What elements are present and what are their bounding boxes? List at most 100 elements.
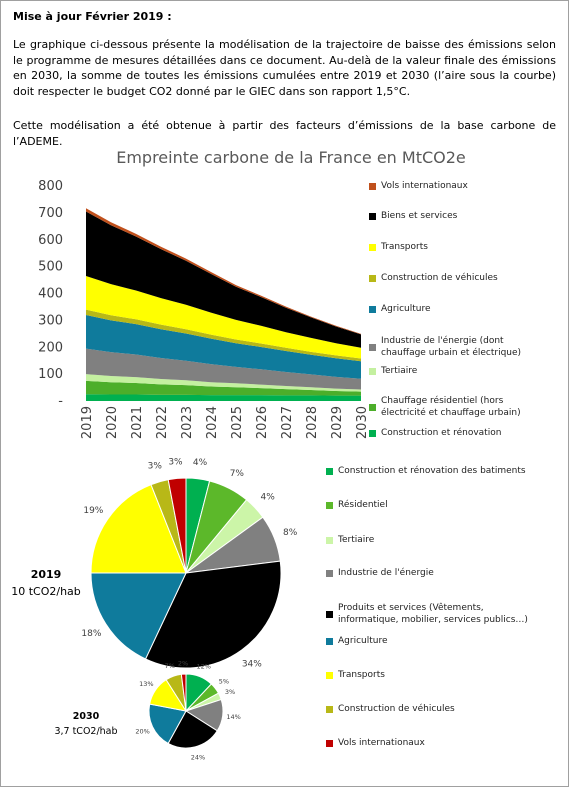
legend-swatch <box>369 182 376 190</box>
area <box>86 309 361 362</box>
x-tick-label: 2028 <box>305 406 320 439</box>
data-label: 7% <box>230 469 245 479</box>
x-tick-label: 2024 <box>205 406 220 439</box>
legend-swatch <box>369 243 376 251</box>
x-tick-label: 2020 <box>105 406 120 439</box>
pie-slice <box>148 703 187 745</box>
legend-label: Construction de véhicules <box>381 273 498 283</box>
data-label: 3% <box>225 688 235 696</box>
data-label: 19% <box>83 506 103 516</box>
legend-label: Produits et services (Vêtements, informa… <box>338 603 528 625</box>
data-label: 3% <box>148 461 163 471</box>
legend-label: Construction et rénovation des batiments <box>338 466 526 476</box>
legend-swatch <box>369 429 376 437</box>
legend-item: Chauffage résidentiel (hors électricité … <box>369 395 529 419</box>
pie-slice <box>180 673 187 712</box>
legend-label: Transports <box>338 670 385 680</box>
area <box>86 211 361 348</box>
y-tick-label: 700 <box>38 206 63 221</box>
legend-item: Biens et services <box>369 210 529 222</box>
legend-item: Industrie de l'énergie <box>326 567 541 579</box>
legend-item: Agriculture <box>369 303 529 315</box>
legend-label: Vols internationaux <box>381 181 468 191</box>
pie-subtitle: 3,7 tCO2/hab <box>54 726 117 737</box>
x-tick-label: 2019 <box>80 406 95 439</box>
legend-swatch <box>326 671 333 679</box>
legend-item: Tertiaire <box>326 534 541 546</box>
legend-label: Tertiaire <box>338 535 375 545</box>
data-label: 34% <box>242 660 262 670</box>
x-tick-label: 2023 <box>180 406 195 439</box>
legend-label: Construction de véhicules <box>338 704 455 714</box>
legend-swatch <box>369 367 376 375</box>
data-label: 7% <box>165 662 175 670</box>
paragraph: Cette modélisation a été obtenue à parti… <box>13 119 556 148</box>
y-tick-label: 800 <box>38 179 63 194</box>
y-tick-label: 500 <box>38 260 63 275</box>
data-label: 13% <box>139 680 153 688</box>
legend-swatch <box>326 467 333 475</box>
data-label: 20% <box>135 728 149 736</box>
pie-slice <box>167 477 187 574</box>
legend-swatch <box>326 739 333 747</box>
legend-item: Transports <box>369 241 529 253</box>
legend-label: Résidentiel <box>338 500 388 510</box>
x-tick-label: 2027 <box>280 406 295 439</box>
legend-label: Agriculture <box>381 304 431 314</box>
area <box>86 380 361 396</box>
paragraph: Le graphique ci-dessous présente la modé… <box>13 38 556 98</box>
legend-label: Agriculture <box>338 636 388 646</box>
pie-year: 2019 <box>31 568 62 581</box>
y-tick-label: 100 <box>38 367 63 382</box>
legend-item: Construction de véhicules <box>326 703 541 715</box>
legend-item: Vols internationaux <box>326 737 541 749</box>
data-label: 5% <box>219 678 229 686</box>
x-tick-label: 2026 <box>255 406 270 439</box>
data-label: 8% <box>283 528 298 538</box>
legend-swatch <box>326 705 333 713</box>
legend-swatch <box>326 569 333 577</box>
legend-label: Transports <box>381 242 428 252</box>
pie-subtitle: 10 tCO2/hab <box>11 585 81 598</box>
legend-item: Tertiaire <box>369 365 529 377</box>
legend-swatch <box>326 501 333 509</box>
data-label: 14% <box>226 713 240 721</box>
legend-swatch <box>369 212 376 220</box>
x-tick-label: 2030 <box>355 406 370 439</box>
legend-item: Agriculture <box>326 635 541 647</box>
legend-label: Biens et services <box>381 211 458 221</box>
data-label: 24% <box>191 754 205 762</box>
legend-item: Transports <box>326 669 541 681</box>
data-label: 3% <box>168 457 183 467</box>
data-label: 4% <box>193 458 208 468</box>
legend-label: Industrie de l'énergie <box>338 568 434 578</box>
y-tick-label: 400 <box>38 287 63 302</box>
pie-slice <box>167 710 218 749</box>
x-tick-label: 2029 <box>330 406 345 439</box>
legend-item: Construction et rénovation des batiments <box>326 465 541 477</box>
legend-label: Chauffage résidentiel (hors électricité … <box>381 396 521 418</box>
legend-label: Industrie de l'énergie (dont chauffage u… <box>381 336 522 358</box>
area <box>86 374 361 392</box>
legend-item: Construction et rénovation <box>369 427 529 439</box>
data-label: 18% <box>81 629 101 639</box>
legend-swatch <box>326 610 333 618</box>
legend-swatch <box>369 403 376 411</box>
area <box>86 348 361 390</box>
legend-swatch <box>369 305 376 313</box>
data-label: 2% <box>178 659 188 667</box>
legend-item: Construction de véhicules <box>369 272 529 284</box>
area <box>86 315 361 379</box>
x-tick-label: 2025 <box>230 406 245 439</box>
area <box>86 276 361 359</box>
legend-label: Vols internationaux <box>338 738 425 748</box>
legend-item: Résidentiel <box>326 499 541 511</box>
data-label: 12% <box>196 663 210 671</box>
pie-slice <box>90 572 187 660</box>
legend-item: Produits et services (Vêtements, informa… <box>326 602 541 626</box>
legend-item: Vols internationaux <box>369 180 529 192</box>
legend-label: Tertiaire <box>381 366 418 376</box>
y-tick-label: 600 <box>38 233 63 248</box>
x-tick-label: 2021 <box>130 406 145 439</box>
